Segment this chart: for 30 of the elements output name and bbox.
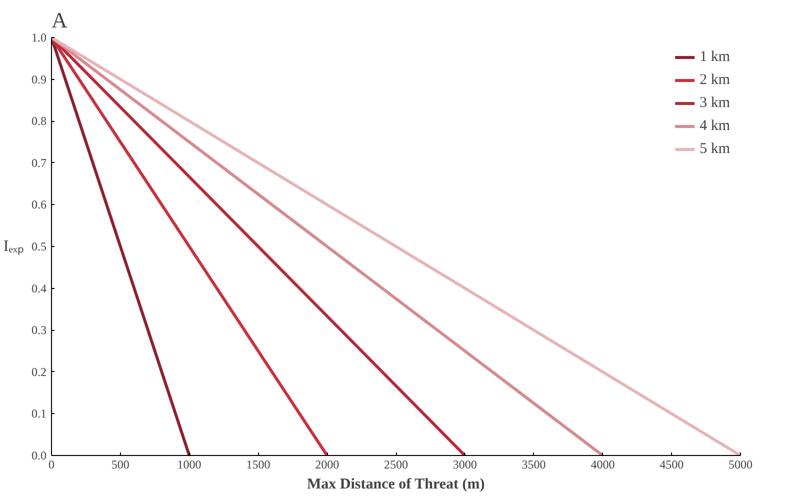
x-tick-label: 0 — [48, 458, 54, 472]
x-tick-label: 3500 — [522, 458, 546, 472]
x-tick-label: 4000 — [590, 458, 615, 472]
legend-label: 5 km — [700, 140, 730, 158]
x-tick-label: 500 — [111, 458, 130, 472]
x-tick-label: 3000 — [452, 458, 477, 472]
y-tick-label: 0.7 — [32, 156, 46, 170]
y-tick-label: 0.2 — [32, 364, 46, 379]
legend-label: 3 km — [700, 94, 730, 112]
y-tick-label: 0.9 — [32, 72, 46, 86]
x-tick-label: 2500 — [384, 458, 408, 472]
y-axis-title: Iₑₓₚ — [3, 238, 24, 255]
x-tick-label: 5000 — [728, 458, 752, 472]
y-tick-label: 0.1 — [32, 406, 46, 421]
chart-title: A — [52, 8, 68, 32]
y-tick-label: 0.6 — [32, 198, 46, 212]
legend-label: 4 km — [700, 118, 730, 134]
x-tick-label: 4500 — [660, 458, 684, 472]
y-tick-label: 0.0 — [32, 448, 46, 462]
x-tick-label: 1000 — [177, 458, 202, 472]
y-tick-label: 0.3 — [32, 323, 46, 338]
x-axis-title: Max Distance of Threat (m) — [306, 476, 485, 492]
y-tick-label: 1.0 — [32, 30, 46, 44]
x-tick-label: 1500 — [246, 458, 270, 472]
x-tick-label: 2000 — [315, 458, 340, 472]
y-tick-label: 0.4 — [32, 281, 46, 296]
y-tick-label: 0.8 — [32, 114, 46, 128]
legend-label: 2 km — [700, 72, 730, 88]
legend-label: 1 km — [700, 48, 730, 66]
y-tick-label: 0.5 — [32, 240, 46, 254]
